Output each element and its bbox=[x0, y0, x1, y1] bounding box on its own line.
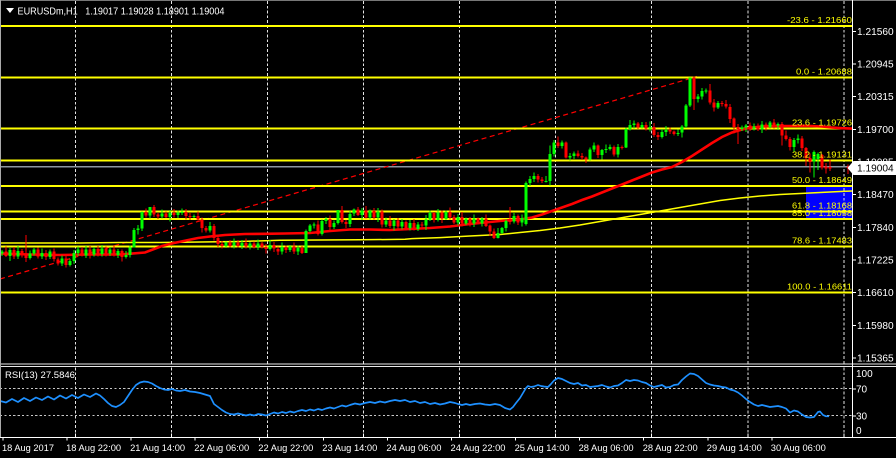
svg-text:EURUSDm,H1 1.19017 1.19028 1: EURUSDm,H1 1.19017 1.19028 1.18901 1.190… bbox=[18, 7, 225, 18]
svg-text:-23.6 - 1.21660: -23.6 - 1.21660 bbox=[787, 15, 852, 25]
svg-text:30 Aug 06:00: 30 Aug 06:00 bbox=[771, 443, 826, 454]
svg-text:28 Aug 06:00: 28 Aug 06:00 bbox=[579, 443, 634, 454]
svg-text:85.0 - 1.18058: 85.0 - 1.18058 bbox=[792, 208, 852, 218]
svg-text:1.19004: 1.19004 bbox=[857, 164, 894, 175]
svg-text:0.0 - 1.20688: 0.0 - 1.20688 bbox=[796, 66, 852, 76]
svg-text:RSI(13) 27.5846: RSI(13) 27.5846 bbox=[5, 370, 75, 381]
svg-text:100: 100 bbox=[856, 369, 873, 380]
svg-text:22 Aug 22:00: 22 Aug 22:00 bbox=[258, 443, 313, 454]
svg-text:0: 0 bbox=[856, 426, 862, 437]
svg-text:78.6 - 1.17483: 78.6 - 1.17483 bbox=[792, 235, 852, 245]
svg-text:22 Aug 06:00: 22 Aug 06:00 bbox=[194, 443, 249, 454]
svg-text:24 Aug 06:00: 24 Aug 06:00 bbox=[386, 443, 441, 454]
svg-text:1.18470: 1.18470 bbox=[857, 190, 894, 201]
svg-text:50.0 - 1.18649: 50.0 - 1.18649 bbox=[792, 175, 852, 185]
svg-text:61.8 - 1.18168: 61.8 - 1.18168 bbox=[792, 200, 852, 210]
svg-text:18 Aug 22:00: 18 Aug 22:00 bbox=[66, 443, 121, 454]
svg-text:1.17840: 1.17840 bbox=[857, 223, 894, 234]
svg-text:25 Aug 14:00: 25 Aug 14:00 bbox=[515, 443, 570, 454]
svg-text:1.16610: 1.16610 bbox=[857, 288, 894, 299]
svg-text:1.20315: 1.20315 bbox=[857, 92, 894, 103]
svg-text:18 Aug 2017: 18 Aug 2017 bbox=[2, 443, 54, 454]
svg-text:1.15980: 1.15980 bbox=[857, 321, 894, 332]
svg-text:24 Aug 22:00: 24 Aug 22:00 bbox=[451, 443, 506, 454]
svg-text:100.0 - 1.16611: 100.0 - 1.16611 bbox=[787, 282, 852, 292]
svg-text:70: 70 bbox=[856, 384, 868, 395]
svg-text:1.17225: 1.17225 bbox=[857, 256, 894, 267]
svg-text:1.15365: 1.15365 bbox=[857, 354, 894, 365]
svg-text:28 Aug 22:00: 28 Aug 22:00 bbox=[643, 443, 698, 454]
svg-text:38.2 - 1.19131: 38.2 - 1.19131 bbox=[792, 149, 852, 159]
svg-text:1.19700: 1.19700 bbox=[857, 125, 894, 136]
svg-text:30: 30 bbox=[856, 412, 868, 423]
svg-text:29 Aug 14:00: 29 Aug 14:00 bbox=[707, 443, 762, 454]
svg-text:23 Aug 14:00: 23 Aug 14:00 bbox=[322, 443, 377, 454]
svg-text:21 Aug 14:00: 21 Aug 14:00 bbox=[130, 443, 185, 454]
svg-text:1.21560: 1.21560 bbox=[857, 27, 894, 38]
svg-text:1.20945: 1.20945 bbox=[857, 60, 894, 71]
svg-text:23.6 - 1.19726: 23.6 - 1.19726 bbox=[792, 118, 852, 128]
